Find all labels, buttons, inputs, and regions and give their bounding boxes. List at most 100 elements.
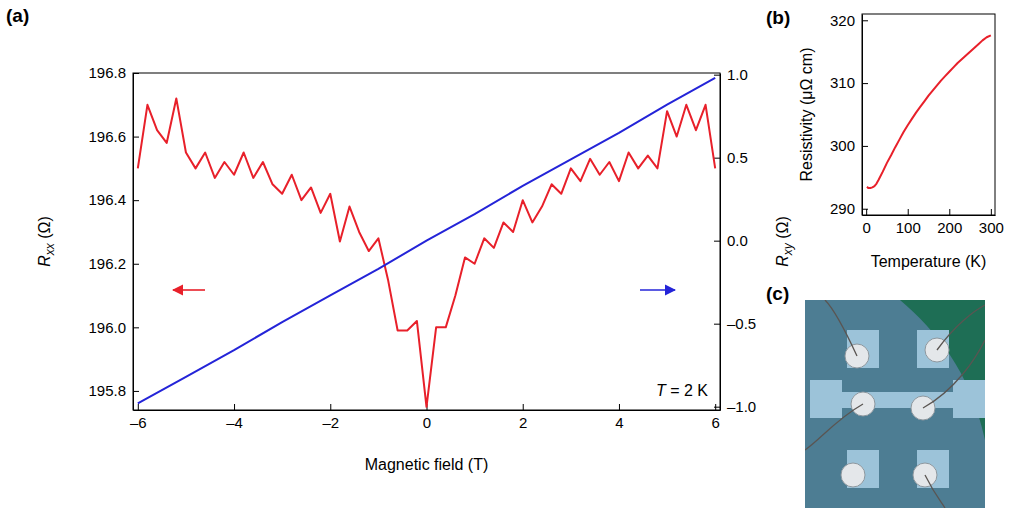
tick-label: 196.6 (88, 128, 126, 145)
tick: 320 (830, 12, 868, 29)
tick-label: 290 (830, 200, 855, 217)
tick-label: 300 (979, 219, 1004, 236)
tick: –4 (226, 404, 243, 431)
tick: 195.8 (88, 382, 139, 399)
tick: –0.5 (714, 315, 756, 332)
tick-mark (714, 241, 720, 242)
data-line (867, 35, 991, 188)
tick-label: 196.8 (88, 64, 126, 81)
tick: 0 (423, 404, 431, 431)
tick-mark (523, 404, 524, 410)
y2-axis: –1.0 –0.5 0.0 0.5 1.0 (714, 66, 756, 415)
tick-label: 196.0 (88, 319, 126, 336)
panel-label: (c) (766, 283, 789, 304)
x-axis-title: Magnetic field (T) (365, 456, 489, 473)
tick: 0.0 (714, 232, 748, 249)
tick-label: 196.4 (88, 191, 126, 208)
tick-label: 4 (615, 414, 623, 431)
photo-contact-pad (810, 380, 842, 418)
tick-mark (866, 209, 867, 215)
axis-line (133, 74, 134, 411)
photo-silver-paint (841, 463, 865, 487)
annotation: T = 2 K (656, 382, 708, 399)
tick-mark (714, 324, 720, 325)
photo-contact-pad (953, 380, 985, 418)
axis-line (720, 74, 721, 411)
tick: –6 (130, 404, 147, 431)
panel-label: (b) (766, 7, 790, 28)
tick-mark (138, 404, 139, 410)
photo-wire (937, 305, 985, 350)
tick-mark (862, 83, 868, 84)
tick-mark (862, 146, 868, 147)
tick: –2 (322, 404, 339, 431)
tick-mark (619, 404, 620, 410)
data-line (138, 98, 715, 406)
plot-frame (133, 73, 720, 410)
panel-label: (a) (6, 5, 29, 26)
x-axis: 0 100 200 300 (862, 209, 1003, 236)
tick: 6 (712, 404, 720, 431)
tick: 0.5 (714, 149, 748, 166)
tick-label: 320 (830, 12, 855, 29)
tick-mark (330, 404, 331, 410)
tick-label: –1.0 (727, 398, 756, 415)
tick-label: 0 (862, 219, 870, 236)
tick: 196.6 (88, 128, 139, 145)
tick: 196.4 (88, 191, 139, 208)
tick-label: 6 (712, 414, 720, 431)
tick-mark (234, 404, 235, 410)
y-axis: 195.8 196.0 196.2 196.4 196.6 196.8 (88, 64, 139, 410)
tick: 300 (830, 137, 868, 154)
tick-mark (133, 391, 139, 392)
axis-line (863, 215, 996, 216)
data-line (138, 78, 715, 403)
tick-mark (133, 137, 139, 138)
tick-mark (714, 75, 720, 76)
tick: –1.0 (714, 398, 756, 415)
tick-mark (133, 73, 139, 74)
plot-area (138, 78, 715, 407)
tick: 2 (519, 404, 527, 431)
tick-mark (949, 209, 950, 215)
x-axis-title: Temperature (K) (871, 253, 987, 270)
axis-line (862, 15, 863, 216)
y2-axis-title: Rxy (Ω) (774, 216, 795, 267)
y-axis-title: Rxx (Ω) (36, 216, 57, 267)
photo-contact-pad (917, 330, 949, 368)
panel: 0 100 200 300 290 300 310 320 Temperature (K) Res… (798, 12, 1004, 270)
tick-label: 1.0 (727, 66, 748, 83)
tick-label: 195.8 (88, 382, 126, 399)
tick: 200 (937, 209, 962, 236)
tick: 310 (830, 74, 868, 91)
tick: 196.2 (88, 255, 139, 272)
plot-frame (862, 14, 995, 215)
tick: 0 (862, 209, 870, 236)
photo-wire (805, 404, 863, 450)
tick: 300 (979, 209, 1004, 236)
tick-mark (714, 407, 720, 408)
axis-arrow (640, 289, 675, 291)
photo-hall-bar (825, 392, 965, 408)
photo-wire (825, 300, 857, 356)
tick-label: 0.5 (727, 149, 748, 166)
tick-mark (714, 158, 720, 159)
tick-mark (862, 20, 868, 21)
tick-label: 310 (830, 74, 855, 91)
tick: 196.0 (88, 319, 139, 336)
tick-mark (133, 200, 139, 201)
tick: 1.0 (714, 66, 748, 83)
tick: 100 (896, 209, 921, 236)
tick-label: 196.2 (88, 255, 126, 272)
y-axis: 290 300 310 320 (830, 12, 868, 217)
tick-label: –4 (226, 414, 243, 431)
y-axis-title: Resistivity (μΩ cm) (798, 47, 815, 181)
tick-mark (908, 209, 909, 215)
tick: 290 (830, 200, 868, 217)
tick-label: 200 (937, 219, 962, 236)
photo-substrate-edge (900, 300, 985, 440)
photo-wire (923, 340, 985, 408)
tick-label: –2 (322, 414, 339, 431)
x-axis: –6 –4 –2 0 2 4 6 (130, 404, 721, 431)
tick-mark (862, 209, 868, 210)
